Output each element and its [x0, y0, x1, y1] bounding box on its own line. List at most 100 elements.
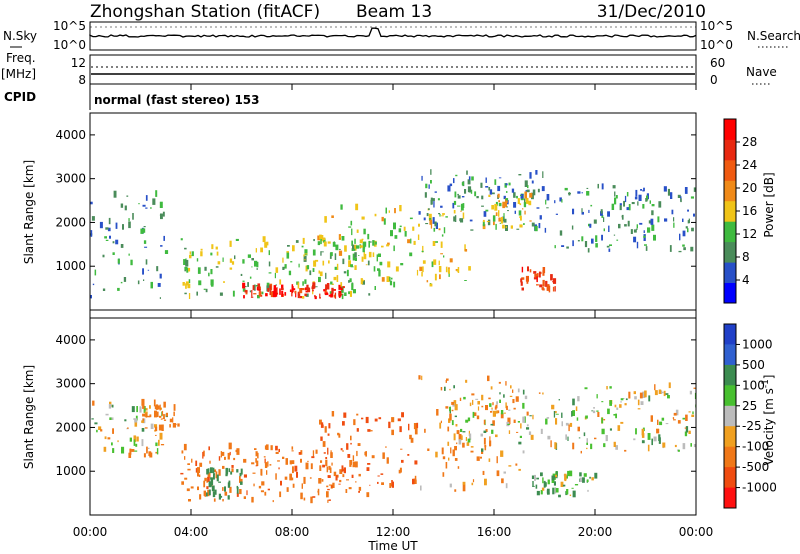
- scatter-cell: [449, 406, 451, 412]
- scatter-cell: [690, 196, 694, 199]
- scatter-cell: [348, 226, 352, 228]
- scatter-cell: [107, 437, 111, 440]
- scatter-cell: [469, 433, 472, 440]
- scatter-cell: [128, 218, 130, 222]
- scatter-cell: [487, 375, 490, 382]
- scatter-cell: [350, 264, 353, 267]
- scatter-cell: [498, 177, 502, 179]
- scatter-cell: [606, 245, 610, 248]
- scatter-cell: [409, 434, 412, 440]
- scatter-cell: [472, 411, 475, 418]
- scatter-cell: [358, 491, 360, 493]
- scatter-cell: [531, 180, 534, 184]
- x-tick-label: 20:00: [578, 525, 613, 539]
- velocity-y-ticks: 1000 2000 3000 4000: [55, 333, 696, 478]
- scatter-cell: [626, 207, 630, 211]
- scatter-cell: [452, 202, 455, 209]
- scatter-cell: [462, 481, 466, 485]
- scatter-cell: [519, 224, 523, 228]
- scatter-cell: [104, 236, 107, 239]
- scatter-cell: [391, 417, 395, 423]
- scatter-cell: [128, 253, 130, 256]
- scatter-cell: [417, 234, 420, 240]
- scatter-cell: [556, 471, 558, 478]
- power-y-ticks: 1000 2000 3000 4000: [55, 128, 696, 273]
- scatter-cell: [489, 189, 493, 195]
- scatter-cell: [542, 267, 546, 274]
- scatter-cell: [457, 195, 461, 199]
- scatter-cell: [491, 429, 494, 434]
- scatter-cell: [204, 477, 207, 482]
- scatter-cell: [145, 259, 148, 265]
- scatter-cell: [277, 460, 280, 462]
- scatter-cell: [229, 451, 231, 456]
- scatter-cell: [624, 195, 627, 203]
- scatter-cell: [304, 279, 307, 284]
- scatter-cell: [586, 447, 588, 450]
- scatter-cell: [491, 407, 493, 409]
- scatter-cell: [453, 433, 456, 441]
- scatter-cell: [254, 260, 258, 267]
- scatter-cell: [490, 423, 494, 426]
- scatter-cell: [381, 277, 385, 282]
- scatter-cell: [442, 472, 445, 477]
- scatter-cell: [121, 446, 125, 454]
- scatter-cell: [143, 406, 146, 413]
- scatter-cell: [353, 419, 356, 426]
- scatter-cell: [547, 479, 550, 485]
- scatter-cell: [337, 432, 340, 436]
- scatter-cell: [363, 253, 367, 260]
- scatter-cell: [673, 412, 677, 416]
- scatter-cell: [541, 487, 545, 491]
- scatter-cell: [472, 399, 474, 405]
- scatter-cell: [249, 276, 252, 279]
- scatter-cell: [212, 491, 216, 498]
- scatter-cell: [260, 247, 263, 253]
- scatter-cell: [160, 213, 163, 220]
- scatter-cell: [410, 437, 414, 443]
- scatter-cell: [615, 413, 617, 419]
- colorbar-cell: [724, 119, 736, 140]
- scatter-cell: [495, 223, 497, 230]
- scatter-cell: [673, 217, 675, 222]
- scatter-cell: [597, 412, 600, 417]
- scatter-cell: [524, 395, 528, 400]
- scatter-cell: [300, 492, 303, 500]
- scatter-cell: [137, 280, 140, 285]
- scatter-cell: [264, 458, 266, 464]
- scatter-cell: [256, 261, 259, 268]
- scatter-cell: [215, 471, 218, 479]
- scatter-cell: [92, 283, 95, 286]
- scatter-cell: [434, 273, 437, 281]
- scatter-cell: [440, 387, 443, 391]
- scatter-cell: [623, 398, 625, 399]
- scatter-cell: [273, 287, 277, 294]
- scatter-cell: [112, 241, 115, 244]
- scatter-cell: [331, 283, 334, 285]
- scatter-cell: [185, 283, 187, 289]
- scatter-cell: [690, 443, 692, 447]
- scatter-cell: [544, 227, 547, 233]
- scatter-cell: [202, 451, 204, 459]
- scatter-cell: [319, 465, 322, 471]
- scatter-cell: [639, 392, 643, 399]
- scatter-cell: [507, 210, 509, 212]
- scatter-cell: [282, 257, 284, 263]
- scatter-cell: [494, 203, 498, 211]
- scatter-cell: [163, 235, 165, 241]
- scatter-cell: [156, 411, 159, 418]
- scatter-cell: [399, 467, 402, 473]
- scatter-cell: [424, 192, 427, 198]
- scatter-cell: [554, 487, 557, 494]
- scatter-cell: [211, 485, 215, 492]
- scatter-cell: [214, 489, 217, 495]
- scatter-cell: [414, 427, 418, 435]
- scatter-cell: [328, 294, 332, 297]
- scatter-cell: [387, 242, 390, 246]
- scatter-cell: [523, 223, 525, 225]
- scatter-cell: [341, 465, 344, 472]
- scatter-cell: [492, 410, 496, 417]
- scatter-cell: [486, 221, 490, 223]
- scatter-cell: [446, 378, 449, 381]
- scatter-cell: [489, 436, 491, 442]
